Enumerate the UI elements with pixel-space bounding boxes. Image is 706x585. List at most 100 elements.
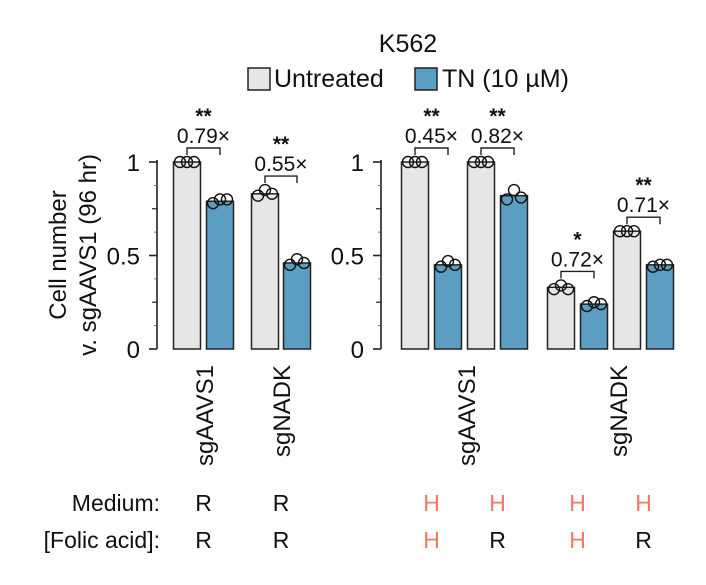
medium-cell: H [635, 490, 652, 516]
chart-title: K562 [379, 30, 437, 58]
replicate-point [467, 155, 481, 169]
replicate-point [660, 258, 674, 272]
bar-untreated [250, 193, 280, 350]
y-tick-label: 0 [127, 337, 140, 364]
panel-1: 00.510.79×**0.55×**sgAAVS1 sgNADK [107, 105, 312, 466]
replicate-point [580, 299, 594, 313]
x-category-label: sgAAVS1 [192, 365, 219, 466]
y-tick-label: 0 [351, 337, 364, 364]
significance-bracket [560, 270, 595, 279]
medium-cell: R [273, 490, 290, 516]
replicate-point [408, 155, 422, 169]
y-axis-title-line1: Cell number [45, 190, 72, 319]
y-axis-title: Cell number v. sgAAVS1 (96 hr) [45, 154, 102, 356]
folic-cell: R [489, 527, 506, 553]
replicate-point [627, 224, 641, 238]
replicate-point [187, 155, 201, 169]
folic-cell: H [569, 527, 586, 553]
legend: Untreated TN (10 µM) [247, 65, 569, 93]
replicate-point [587, 296, 601, 309]
medium-cell: H [569, 490, 586, 516]
bar-untreated [612, 230, 642, 350]
significance-label: ** [273, 133, 290, 156]
replicate-point [474, 155, 488, 169]
panel-2: 00.510.45×**0.82×**0.72×*0.71×**sgAAVS1 s… [331, 105, 675, 466]
replicate-point [481, 155, 495, 169]
fold-change-label: 0.45× [405, 125, 458, 148]
bar-untreated [172, 161, 202, 350]
significance-label: ** [635, 174, 652, 197]
plot-layer: 00.510.79×**0.55×**sgAAVS1 sgNADK00.510.4… [107, 105, 675, 466]
significance-bracket [626, 216, 661, 225]
significance-label: * [573, 228, 582, 251]
replicate-point [646, 260, 660, 273]
replicate-point [594, 297, 608, 311]
replicate-point [265, 187, 279, 200]
bar-treated [282, 262, 312, 350]
replicate-point [653, 258, 667, 272]
medium-cell: H [423, 490, 440, 516]
replicate-point [561, 282, 575, 296]
replicate-point [554, 279, 568, 292]
replicate-point [173, 155, 187, 169]
significance-bracket [186, 147, 221, 155]
bar-untreated [400, 161, 430, 350]
replicate-point [206, 196, 220, 210]
replicate-point [613, 224, 627, 238]
x-category-label: sgNADK [606, 365, 633, 457]
bar-treated [499, 194, 529, 350]
folic-cell: H [423, 527, 440, 553]
replicate-point [415, 155, 429, 169]
folic-cell: R [195, 527, 212, 553]
replicate-point [180, 155, 194, 169]
replicate-point [258, 183, 272, 197]
folic-cell: R [273, 527, 290, 553]
y-tick-label: 1 [127, 150, 140, 177]
replicate-point [401, 155, 415, 169]
significance-label: ** [423, 105, 440, 128]
legend-swatch-treated [414, 67, 438, 91]
fold-change-label: 0.55× [254, 153, 307, 176]
bar-untreated [546, 286, 576, 350]
replicate-point [547, 282, 561, 296]
medium-row-label: Medium: [72, 490, 160, 516]
significance-bracket [480, 147, 515, 155]
x-category-label: sgAAVS1 [454, 365, 481, 466]
folic-row-label: [Folic acid]: [44, 527, 160, 553]
bar-treated [205, 200, 235, 350]
y-tick-label: 0.5 [331, 244, 364, 271]
replicate-point [213, 193, 227, 206]
replicate-point [500, 193, 514, 206]
replicate-point [514, 191, 528, 204]
replicate-point [290, 253, 304, 266]
y-axis-title-line2: v. sgAAVS1 (96 hr) [75, 154, 102, 356]
medium-cell: H [489, 490, 506, 516]
legend-swatch-untreated [247, 67, 271, 91]
fold-change-label: 0.72× [551, 248, 604, 271]
fold-change-label: 0.82× [471, 125, 524, 148]
fold-change-label: 0.79× [177, 125, 230, 148]
replicate-point [620, 224, 634, 238]
y-tick-label: 1 [351, 150, 364, 177]
medium-cell: R [195, 490, 212, 516]
replicate-point [507, 183, 521, 197]
legend-label-treated: TN (10 µM) [442, 65, 569, 93]
replicate-point [220, 193, 234, 206]
y-tick-label: 0.5 [107, 244, 140, 271]
bar-treated [433, 264, 463, 350]
bar-untreated [466, 161, 496, 350]
significance-label: ** [489, 105, 506, 128]
significance-label: ** [195, 105, 212, 128]
x-category-label: sgNADK [269, 365, 296, 457]
significance-bracket [414, 147, 449, 155]
replicate-point [297, 256, 311, 270]
folic-cell: R [635, 527, 652, 553]
replicate-point [448, 258, 462, 272]
significance-bracket [264, 175, 298, 184]
replicate-point [441, 254, 455, 268]
fold-change-label: 0.71× [617, 194, 670, 217]
